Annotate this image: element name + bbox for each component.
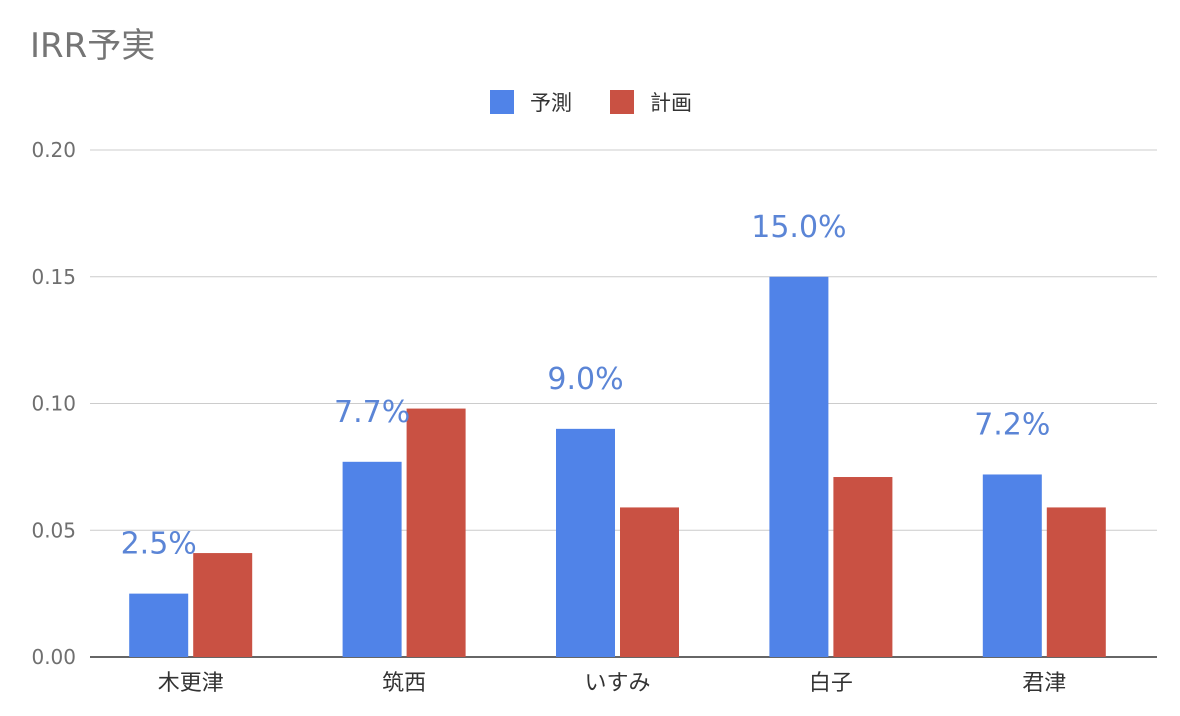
legend: 予測 計画 (490, 90, 692, 115)
bars (129, 276, 1106, 657)
data-label: 9.0% (547, 362, 623, 397)
data-label: 2.5% (121, 527, 197, 562)
x-tick-label: いすみ (584, 671, 650, 696)
x-tick-label: 白子 (809, 671, 853, 696)
bar-plan (406, 408, 466, 657)
data-label: 7.2% (974, 407, 1050, 442)
y-tick-label: 0.10 (31, 392, 76, 416)
data-labels: 2.5% 7.7% 9.0% 15.0% 7.2% (121, 210, 1051, 562)
x-tick-label: 木更津 (158, 671, 224, 696)
bar-forecast (769, 276, 829, 657)
bar-forecast (129, 593, 189, 657)
y-tick-label: 0.15 (31, 265, 76, 289)
legend-label: 計画 (650, 91, 692, 115)
legend-label: 予測 (530, 91, 572, 115)
y-axis-tick-labels: 0.00 0.05 0.10 0.15 0.20 (31, 138, 76, 669)
bar-forecast (556, 428, 615, 657)
y-tick-label: 0.20 (31, 138, 76, 162)
bar-plan (620, 507, 679, 657)
bar-plan (1046, 507, 1106, 657)
data-label: 7.7% (334, 395, 410, 430)
bar-forecast (982, 474, 1042, 657)
y-tick-label: 0.00 (31, 645, 76, 669)
bar-plan (833, 477, 893, 657)
data-label: 15.0% (751, 210, 846, 245)
bar-plan (193, 553, 253, 657)
y-tick-label: 0.05 (31, 518, 76, 542)
legend-swatch (610, 90, 634, 114)
x-axis-tick-labels: 木更津 筑西 いすみ 白子 君津 (158, 671, 1067, 696)
bar-forecast (342, 461, 402, 657)
chart-title: IRR予実 (30, 26, 155, 66)
x-tick-label: 君津 (1022, 671, 1066, 696)
legend-swatch (490, 90, 514, 114)
x-tick-label: 筑西 (382, 671, 426, 696)
